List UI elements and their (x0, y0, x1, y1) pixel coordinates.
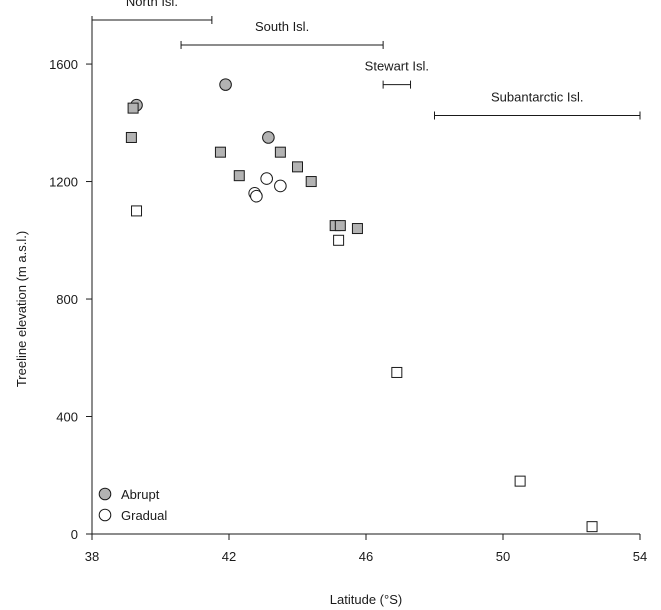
island-ranges: North Isl. South Isl. Stewart Isl. Subantar… (91, 0, 641, 120)
legend-label: Abrupt (121, 487, 160, 502)
x-axis-title: Latitude (°S) (330, 592, 402, 607)
legend-marker (98, 487, 112, 501)
y-tick-label: 1600 (49, 57, 78, 72)
x-tick-label: 54 (633, 549, 647, 564)
data-point-abrupt-square (334, 220, 346, 232)
range-label: South Isl. (255, 19, 309, 34)
data-point-gradual-circle (274, 179, 287, 193)
y-tick-label: 1200 (49, 175, 78, 190)
data-point-gradual-square (391, 366, 403, 378)
data-point-gradual-circle (260, 172, 273, 185)
data-point-abrupt-square (125, 131, 137, 143)
legend-label: Gradual (121, 508, 167, 523)
data-point-abrupt-square (214, 146, 226, 158)
data-point-gradual-square (514, 475, 526, 487)
data-points (125, 78, 598, 533)
x-tick-label: 42 (222, 549, 236, 564)
x-tick-label: 46 (359, 549, 373, 564)
data-point-gradual-circle (250, 189, 263, 203)
data-point-gradual-square (131, 205, 143, 217)
range-label: Stewart Isl. (365, 59, 429, 74)
data-point-abrupt-square (274, 146, 286, 158)
data-point-abrupt-square (351, 223, 363, 235)
axes: 38 42 46 50 54 0 400 800 1200 1600 (49, 20, 647, 564)
data-point-abrupt-square (127, 102, 139, 114)
x-tick-label: 50 (496, 549, 510, 564)
x-tick-label: 38 (85, 549, 99, 564)
y-tick-label: 800 (56, 292, 78, 307)
y-tick-label: 0 (71, 527, 78, 542)
range-label: Subantarctic Isl. (491, 89, 584, 104)
data-point-abrupt-square (305, 176, 317, 188)
data-point-gradual-square (333, 234, 345, 246)
data-point-abrupt-circle (219, 78, 232, 91)
data-point-abrupt-circle (262, 131, 275, 144)
data-point-gradual-square (586, 521, 598, 533)
data-point-abrupt-square (233, 170, 245, 182)
legend: Abrupt Gradual (98, 487, 167, 523)
y-tick-label: 400 (56, 410, 78, 425)
y-axis-title: Treeline elevation (m a.s.l.) (14, 231, 29, 387)
legend-marker (98, 508, 112, 522)
data-point-abrupt-square (292, 161, 303, 173)
range-label: North Isl. (126, 0, 178, 9)
